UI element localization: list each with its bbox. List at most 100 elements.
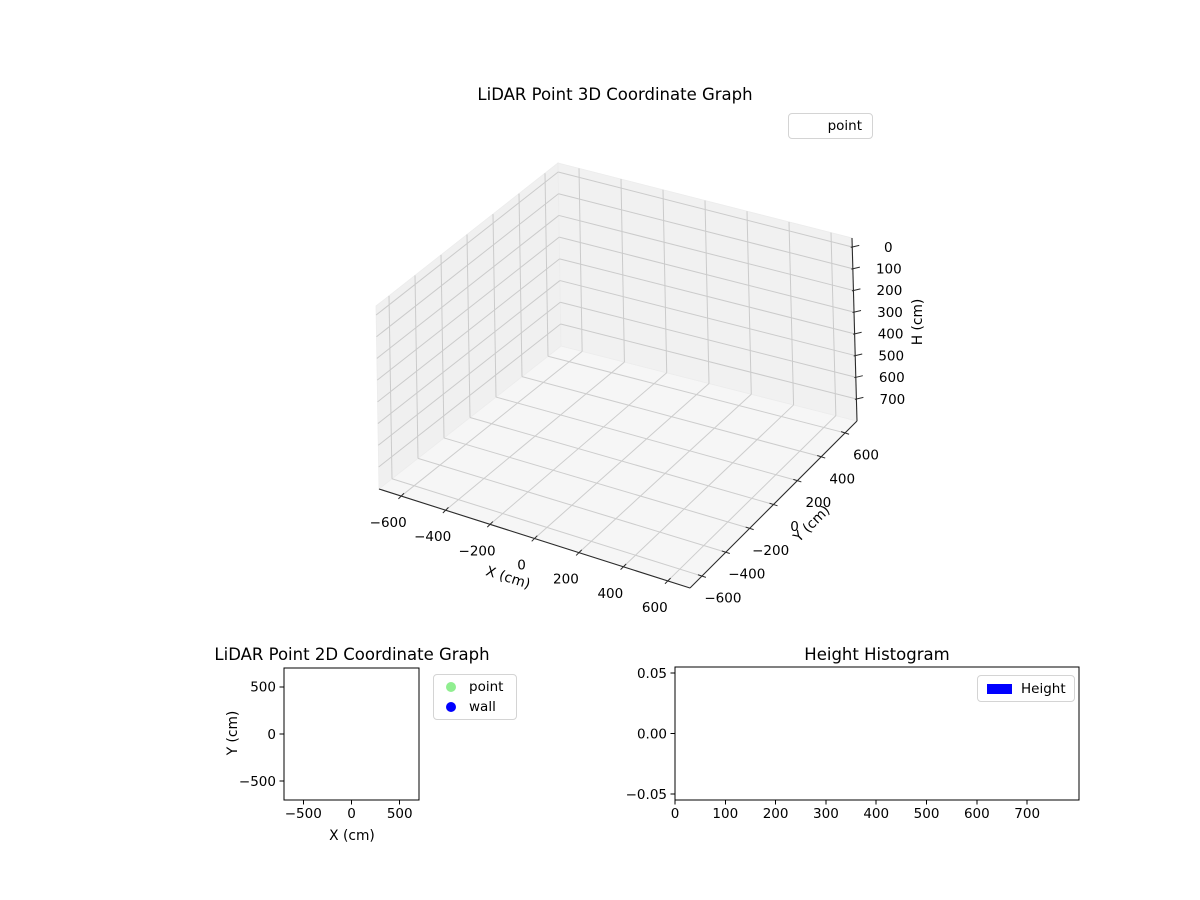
plot3d-z-tick	[854, 396, 864, 400]
plot3d-z-tick-label: 200	[877, 283, 903, 299]
plot3d-floor-grid-y	[521, 376, 822, 458]
plot3d-z-tick	[851, 266, 860, 270]
plot3d-z-tick-label: 0	[884, 240, 893, 256]
plot3d-z-tick-label: 100	[876, 262, 902, 278]
plot3d-x-tick-label: −400	[414, 529, 451, 545]
plot2d-legend-item-wall: wall	[446, 699, 516, 715]
plot3d-left-wall-grid-z	[378, 323, 561, 468]
plot3d-z-tick-label: 600	[879, 370, 905, 386]
plot2d-x-tick-label: −500	[285, 806, 322, 822]
plot2d-title: LiDAR Point 2D Coordinate Graph	[214, 645, 490, 664]
plot3d-right-wall-grid-z	[558, 171, 853, 248]
plot3d-right-wall-grid-z	[558, 193, 853, 270]
plot2d-x-tick-label: 500	[387, 806, 413, 822]
plot3d-legend: point	[788, 113, 873, 139]
plot3d-y-tick	[745, 526, 754, 531]
plot3d-right-wall-grid-z	[560, 323, 857, 400]
plot3d-x-tick	[442, 507, 449, 514]
plot3d-y-tick-label: −600	[704, 591, 741, 607]
plot3d-right-wall-grid-z	[560, 301, 856, 378]
plot3d-z-tick	[854, 375, 863, 379]
hist-x-tick-label: 100	[712, 806, 738, 822]
plot3d-y-tick-label: 0	[790, 519, 799, 535]
plot3d-floor-grid-y	[547, 355, 846, 434]
plot3d-x-tick	[620, 563, 627, 570]
plot3d-floor-grid-y	[469, 417, 774, 505]
plot3d-x-tick-label: −200	[459, 543, 496, 559]
plot3d-x-tick	[575, 549, 583, 556]
plot3d-left-wall-grid-z	[377, 280, 561, 424]
plot3d-y-tick	[697, 574, 707, 578]
hist-title: Height Histogram	[804, 645, 950, 664]
hist-x-tick-label: 500	[914, 806, 940, 822]
plot3d-title: LiDAR Point 3D Coordinate Graph	[477, 85, 753, 104]
plot3d-z-tick	[853, 331, 862, 335]
hist-legend: Height	[977, 675, 1075, 702]
plot3d-z-tick	[852, 310, 862, 314]
plot3d-z-tick-label: 700	[880, 392, 906, 408]
plot2d-x-tick-label: 0	[347, 806, 356, 822]
plot3d-left-wall-grid-z	[375, 171, 559, 316]
plot3d-x-tick-label: 0	[517, 558, 526, 574]
plot2d-x-axis-label: X (cm)	[329, 828, 375, 844]
plot3d-x-tick	[398, 492, 405, 500]
hist-x-tick-label: 700	[1014, 806, 1040, 822]
plot3d-right-wall-grid-z	[559, 280, 856, 357]
hist-y-tick-label: 0.00	[637, 726, 667, 742]
plot3d-x-tick-label: 200	[553, 572, 579, 588]
plot3d-y-tick-label: 400	[829, 471, 855, 487]
plot3d-x-tick-label: 600	[642, 600, 668, 616]
height-bar-swatch-icon	[987, 683, 1012, 694]
plot3d-z-axis-label: H (cm)	[910, 298, 926, 346]
plot3d-y-tick-label: −400	[728, 567, 765, 583]
plot3d-y-tick-label: 200	[805, 495, 831, 511]
plot3d-y-tick-label: 600	[853, 447, 879, 463]
wall-marker-icon	[446, 702, 456, 712]
plot3d-x-tick	[664, 577, 671, 585]
plot3d-x-tick	[531, 535, 538, 542]
plot2d-y-tick-label: −500	[239, 774, 276, 790]
hist-x-tick-label: 0	[671, 806, 680, 822]
plot3d-z-tick-label: 400	[878, 327, 904, 343]
plot3d-floor-grid-y	[443, 437, 750, 529]
plot3d-legend-label: point	[827, 118, 862, 134]
plot3d-y-tick	[817, 455, 826, 459]
hist-y-tick-label: −0.05	[626, 787, 667, 803]
plot3d-right-wall-grid-z	[558, 214, 854, 291]
plot3d-y-tick	[721, 550, 730, 554]
plot3d-z-tick-label: 500	[878, 348, 904, 364]
plot3d-left-wall-grid-z	[377, 301, 561, 446]
plot3d-floor-grid-y	[495, 396, 798, 482]
hist-y-tick-label: 0.05	[637, 666, 667, 682]
plot2d-y-axis-label: Y (cm)	[225, 710, 241, 756]
plot2d-legend-item-point: point	[446, 679, 516, 695]
plot3d-right-wall-grid-z	[559, 236, 855, 313]
hist-x-tick-label: 400	[863, 806, 889, 822]
plot3d-left-wall-grid-z	[376, 215, 560, 359]
plot3d-y-tick	[793, 478, 802, 483]
plot3d-x-tick-label: 400	[597, 586, 623, 602]
plot3d-y-tick	[769, 502, 778, 507]
plot2d-legend-label-wall: wall	[469, 699, 496, 715]
plot3d-z-tick	[851, 288, 861, 292]
hist-x-tick-label: 600	[964, 806, 990, 822]
plot2d-legend-label-point: point	[469, 679, 504, 695]
hist-x-tick-label: 300	[813, 806, 839, 822]
plot3d-z-tick	[850, 244, 860, 248]
point-marker-icon	[446, 682, 456, 692]
plot3d-floor-grid-y	[417, 457, 726, 553]
plot3d-z-tick	[853, 353, 863, 357]
plot3d-x-tick	[486, 521, 494, 528]
plot3d-y-tick-label: −200	[752, 543, 789, 559]
plot3d-left-wall-grid-z	[377, 258, 560, 403]
plot2d-y-tick-label: 500	[250, 680, 276, 696]
plot3d-floor-grid-y	[391, 478, 703, 577]
plot2d-axes-frame	[283, 667, 420, 801]
hist-legend-label: Height	[1021, 680, 1066, 697]
plot3d-x-tick-label: −600	[370, 515, 407, 531]
plot3d-right-wall-grid-z	[559, 258, 855, 335]
hist-x-tick-label: 200	[763, 806, 789, 822]
plot3d-z-tick-label: 300	[877, 305, 903, 321]
